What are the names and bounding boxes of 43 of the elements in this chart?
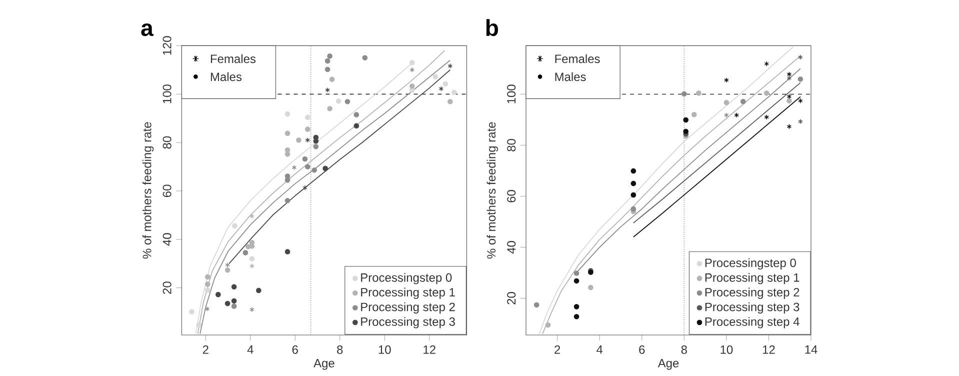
x-tick-label: 6 [292,345,298,354]
x-axis-title: Age [658,359,679,370]
x-tick-label: 12 [424,345,436,354]
legend-label: Processing step 2 [705,288,800,299]
y-tick-label: 40 [507,241,516,254]
legend-label: Processing step 3 [705,302,800,314]
y-tick-label: 60 [507,190,516,202]
y-tick-label: 20 [162,282,172,294]
x-tick-label: 4 [247,345,254,354]
x-tick-label: 2 [554,345,560,354]
chart-title: a [141,23,154,36]
x-tick-label: 2 [202,345,208,354]
legend-label: Processingstep 0 [361,272,452,284]
legend-label: Processing step 1 [705,272,800,284]
legend-label: Processing step 1 [361,288,455,299]
y-tick-label: 80 [507,138,516,152]
x-axis-title: Age [314,359,334,370]
annotation: Males [210,72,242,82]
legend-label: Processing step 3 [361,317,455,328]
legend-label: Processing step 4 [705,317,800,328]
y-tick-label: 100 [507,84,516,104]
y-tick-label: 60 [162,184,172,198]
x-tick-label: 8 [337,345,343,354]
legend-label: Processing step 2 [361,302,455,314]
chart-title: b [486,19,498,36]
y-tick-label: 40 [162,233,172,246]
y-axis-title: % of mothers feeding rate [142,122,154,259]
y-tick-label: 20 [507,292,516,304]
x-tick-label: 4 [596,345,603,354]
legend-label: Processingstep 0 [705,258,796,270]
x-tick-label: 10 [378,345,391,354]
annotation: Males [555,72,586,82]
annotation: Females [555,54,600,64]
x-tick-label: 14 [805,345,818,354]
y-tick-label: 100 [162,84,172,104]
annotation: Females [210,54,256,64]
x-tick-label: 8 [681,345,687,354]
y-tick-label: 80 [162,136,172,149]
x-tick-label: 10 [720,345,733,354]
x-tick-label: 6 [639,345,645,354]
y-tick-label: 120 [162,36,172,55]
y-axis-title: % of mothers feeding rate [486,122,498,259]
x-tick-label: 12 [762,345,775,354]
